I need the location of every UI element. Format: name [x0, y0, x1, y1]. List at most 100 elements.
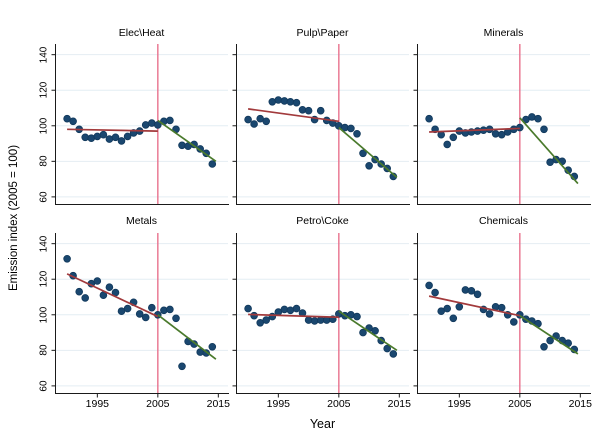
scatter-series	[63, 254, 217, 371]
data-point	[135, 310, 144, 318]
post-2005-fit-line	[338, 126, 398, 178]
y-tick-label: 80	[38, 155, 50, 167]
data-point	[105, 283, 114, 291]
data-point	[117, 137, 126, 145]
data-point	[148, 303, 156, 312]
panel-title-minerals: Minerals	[483, 27, 524, 39]
data-point	[262, 117, 271, 126]
data-point	[540, 125, 548, 134]
y-tick-label: 120	[38, 81, 50, 99]
data-point	[485, 310, 494, 318]
data-point	[244, 115, 252, 124]
data-point	[491, 130, 500, 138]
data-point	[81, 133, 90, 142]
data-point	[425, 114, 433, 123]
y-tick-label: 140	[38, 46, 50, 63]
data-point	[75, 287, 84, 296]
panel-plot-petro-coke	[231, 233, 410, 399]
data-point	[389, 350, 398, 358]
data-point	[443, 304, 452, 313]
y-tick-label: 80	[38, 344, 50, 356]
data-point	[63, 254, 71, 263]
scatter-series	[244, 304, 398, 358]
x-tick-label: 2005	[146, 398, 170, 410]
y-axis-title: Emission index (2005 = 100)	[8, 144, 20, 292]
data-point	[292, 98, 301, 107]
data-point	[172, 314, 180, 323]
data-point	[208, 343, 217, 351]
data-point	[371, 327, 379, 335]
pre-2005-fit-line	[429, 127, 520, 133]
data-point	[546, 336, 554, 345]
x-axis-title: Year	[309, 417, 336, 431]
data-point	[123, 132, 132, 141]
data-point	[166, 116, 174, 125]
panel-svg	[413, 44, 591, 205]
data-point	[497, 303, 506, 312]
y-tick-label: 60	[38, 380, 50, 392]
data-point	[467, 286, 476, 295]
panel-title-chemicals: Chemicals	[478, 215, 528, 227]
x-tick-label: 2015	[387, 398, 411, 410]
panel-plot-elec-heat	[50, 44, 229, 210]
data-point	[383, 344, 392, 353]
panel-title-elec-heat: Elec\Heat	[118, 27, 165, 39]
scatter-series	[63, 114, 217, 168]
data-point	[365, 162, 373, 170]
data-point	[353, 130, 361, 138]
y-tick-label: 60	[38, 191, 50, 203]
pre-2005-fit-line	[248, 313, 339, 319]
data-point	[359, 328, 367, 337]
data-point	[244, 304, 252, 313]
data-point	[178, 141, 186, 150]
pre-2005-fit-line	[428, 295, 521, 317]
data-point	[69, 117, 77, 126]
x-tick-label: 2015	[206, 398, 230, 410]
panel-svg	[413, 233, 591, 398]
panel-svg	[51, 233, 229, 398]
data-point	[298, 106, 307, 114]
y-tick-label: 140	[38, 235, 50, 252]
data-point	[81, 294, 90, 302]
data-point	[250, 120, 258, 128]
panel-title-pulp-paper: Pulp\Paper	[296, 27, 349, 39]
data-point	[268, 312, 277, 321]
data-point	[99, 130, 108, 139]
panel-title-petro-coke: Petro\Coke	[296, 215, 349, 227]
data-point	[286, 97, 295, 106]
data-point	[141, 313, 150, 322]
x-tick-label: 2005	[508, 398, 532, 410]
data-point	[208, 160, 217, 168]
data-point	[292, 304, 301, 313]
data-point	[431, 288, 439, 297]
data-point	[449, 314, 458, 323]
panel-svg	[232, 44, 410, 205]
data-point	[310, 317, 319, 325]
data-point	[316, 106, 325, 115]
panel-plot-chemicals	[412, 233, 591, 399]
data-point	[111, 133, 120, 142]
data-point	[274, 96, 283, 104]
data-point	[473, 290, 482, 299]
data-point	[262, 316, 271, 324]
data-point	[304, 106, 313, 115]
data-point	[443, 140, 452, 149]
data-point	[516, 123, 524, 132]
post-2005-fit-line	[519, 117, 579, 185]
y-tick-label: 120	[38, 270, 50, 288]
data-point	[166, 305, 174, 314]
post-2005-fit-line	[338, 310, 398, 352]
data-point	[359, 149, 367, 158]
x-tick-label: 2005	[327, 398, 351, 410]
x-tick-label: 1995	[447, 398, 472, 410]
data-point	[178, 362, 186, 371]
data-point	[449, 133, 458, 142]
x-tick-label: 1995	[266, 398, 291, 410]
data-point	[540, 343, 548, 351]
data-point	[154, 121, 162, 129]
post-2005-fit-line	[519, 314, 579, 355]
panel-title-metals: Metals	[126, 215, 157, 227]
y-tick-label: 100	[38, 117, 50, 135]
data-point	[93, 277, 102, 285]
pre-2005-fit-line	[67, 128, 158, 132]
